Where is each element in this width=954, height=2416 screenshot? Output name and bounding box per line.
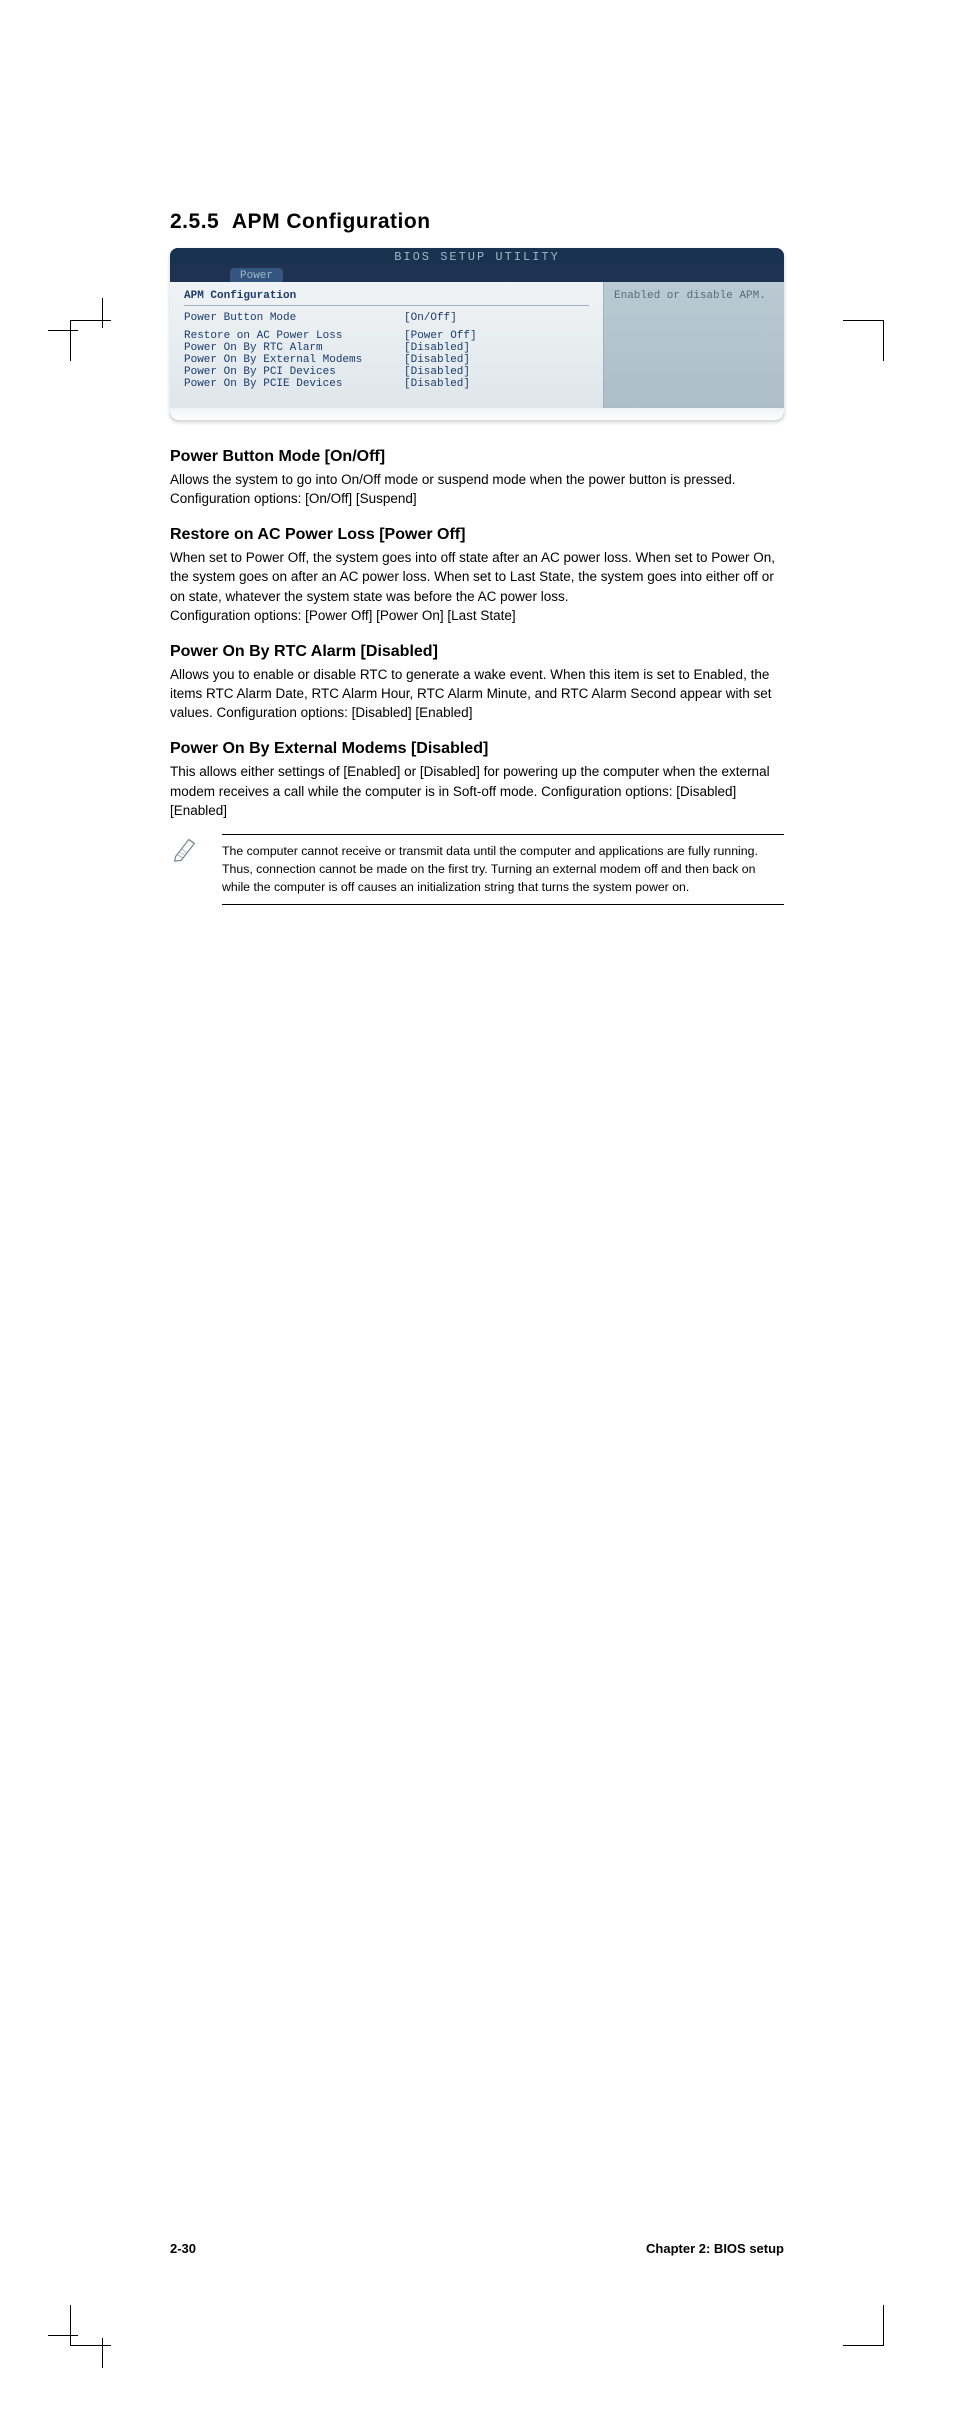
body-power-button: Allows the system to go into On/Off mode…: [170, 470, 784, 508]
section-title: APM Configuration: [232, 210, 431, 233]
bios-main-panel: APM Configuration Power Button Mode[On/O…: [170, 282, 603, 408]
bios-row-power-button: Power Button Mode[On/Off]: [184, 312, 589, 324]
bios-window-title: BIOS SETUP UTILITY: [170, 248, 784, 264]
section-number: 2.5.5: [170, 210, 219, 233]
bios-row-ext-modems: Power On By External Modems[Disabled]: [184, 354, 589, 366]
section-heading: 2.5.5 APM Configuration: [170, 210, 784, 234]
bios-tabs: Power: [170, 264, 784, 282]
footer-page-number: 2-30: [170, 2241, 196, 2256]
body-rtc: Allows you to enable or disable RTC to g…: [170, 665, 784, 722]
bios-row-restore-ac: Restore on AC Power Loss[Power Off]: [184, 330, 589, 342]
bios-row-rtc: Power On By RTC Alarm[Disabled]: [184, 342, 589, 354]
footer-chapter: Chapter 2: BIOS setup: [646, 2241, 784, 2256]
note-block: The computer cannot receive or transmit …: [170, 834, 784, 905]
subheading-power-button: Power Button Mode [On/Off]: [170, 448, 784, 466]
body-restore-ac: When set to Power Off, the system goes i…: [170, 548, 784, 625]
subheading-rtc: Power On By RTC Alarm [Disabled]: [170, 643, 784, 661]
pencil-note-icon: [170, 834, 200, 869]
bios-panel-heading: APM Configuration: [184, 290, 589, 302]
subheading-ext-modems: Power On By External Modems [Disabled]: [170, 740, 784, 758]
bios-help-text: Enabled or disable APM.: [614, 290, 774, 302]
bios-help-panel: Enabled or disable APM.: [603, 282, 784, 408]
body-ext-modems: This allows either settings of [Enabled]…: [170, 762, 784, 819]
bios-row-pci: Power On By PCI Devices[Disabled]: [184, 366, 589, 378]
page-footer: 2-30 Chapter 2: BIOS setup: [170, 2241, 784, 2256]
note-text: The computer cannot receive or transmit …: [222, 834, 784, 905]
bios-screenshot: BIOS SETUP UTILITY Power APM Configurati…: [170, 248, 784, 420]
subheading-restore-ac: Restore on AC Power Loss [Power Off]: [170, 526, 784, 544]
bios-row-pcie: Power On By PCIE Devices[Disabled]: [184, 378, 589, 390]
bios-tab-power: Power: [230, 268, 283, 282]
